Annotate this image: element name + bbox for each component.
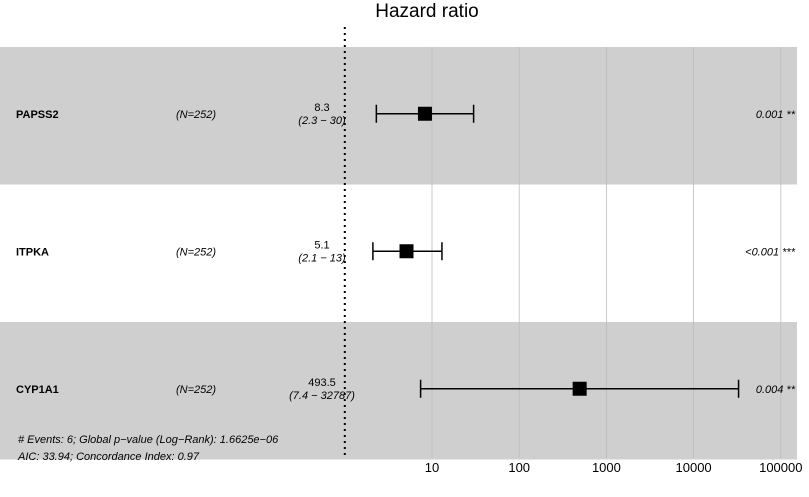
x-tick-label-100000: 100000 bbox=[759, 460, 802, 475]
row-papss2: PAPSS2 (N=252) 8.3(2.3 − 30) 0.001 ** bbox=[16, 102, 796, 127]
row-pvalue-papss2: 0.001 ** bbox=[756, 109, 796, 121]
row-itpka: ITPKA (N=252) 5.1(2.1 − 13) <0.001 *** bbox=[16, 239, 796, 264]
row-ci-cyp1a1: (7.4 − 32787) bbox=[289, 390, 355, 402]
row-ci-papss2: (2.3 − 30) bbox=[298, 115, 346, 127]
x-tick-label-10000: 10000 bbox=[676, 460, 712, 475]
x-tick-label-100: 100 bbox=[508, 460, 530, 475]
x-tick-label-1000: 1000 bbox=[592, 460, 621, 475]
row-pvalue-itpka: <0.001 *** bbox=[745, 246, 796, 258]
footnote-aic: AIC: 33.94; Concordance Index: 0.97 bbox=[17, 451, 200, 463]
footnote-events: # Events: 6; Global p−value (Log−Rank): … bbox=[18, 434, 279, 446]
row-band-cyp1a1 bbox=[0, 322, 797, 460]
chart-title: Hazard ratio bbox=[375, 1, 479, 22]
row-hr-papss2: 8.3 bbox=[314, 102, 329, 114]
x-tick-label-10: 10 bbox=[425, 460, 439, 475]
row-ci-itpka: (2.1 − 13) bbox=[298, 252, 346, 264]
hr-marker-papss2 bbox=[417, 106, 432, 121]
forest-rows: PAPSS2 (N=252) 8.3(2.3 − 30) 0.001 ** ITPKA (… bbox=[16, 102, 796, 402]
row-bands bbox=[0, 47, 797, 460]
row-n-papss2: (N=252) bbox=[176, 109, 216, 121]
row-n-itpka: (N=252) bbox=[176, 246, 216, 258]
row-cyp1a1: CYP1A1 (N=252) 493.5(7.4 − 32787) 0.004 ** bbox=[16, 377, 796, 402]
hr-marker-cyp1a1 bbox=[572, 381, 587, 396]
x-axis-ticks: 10 100 1000 10000 100000 bbox=[425, 460, 803, 475]
row-n-cyp1a1: (N=252) bbox=[176, 384, 216, 396]
row-band-papss2 bbox=[0, 47, 797, 185]
row-label-itpka: ITPKA bbox=[16, 246, 49, 258]
row-hr-cyp1a1: 493.5 bbox=[308, 377, 336, 389]
hr-marker-itpka bbox=[399, 244, 414, 259]
row-hr-itpka: 5.1 bbox=[314, 239, 329, 251]
row-label-cyp1a1: CYP1A1 bbox=[16, 384, 59, 396]
row-label-papss2: PAPSS2 bbox=[16, 109, 59, 121]
row-pvalue-cyp1a1: 0.004 ** bbox=[756, 384, 796, 396]
